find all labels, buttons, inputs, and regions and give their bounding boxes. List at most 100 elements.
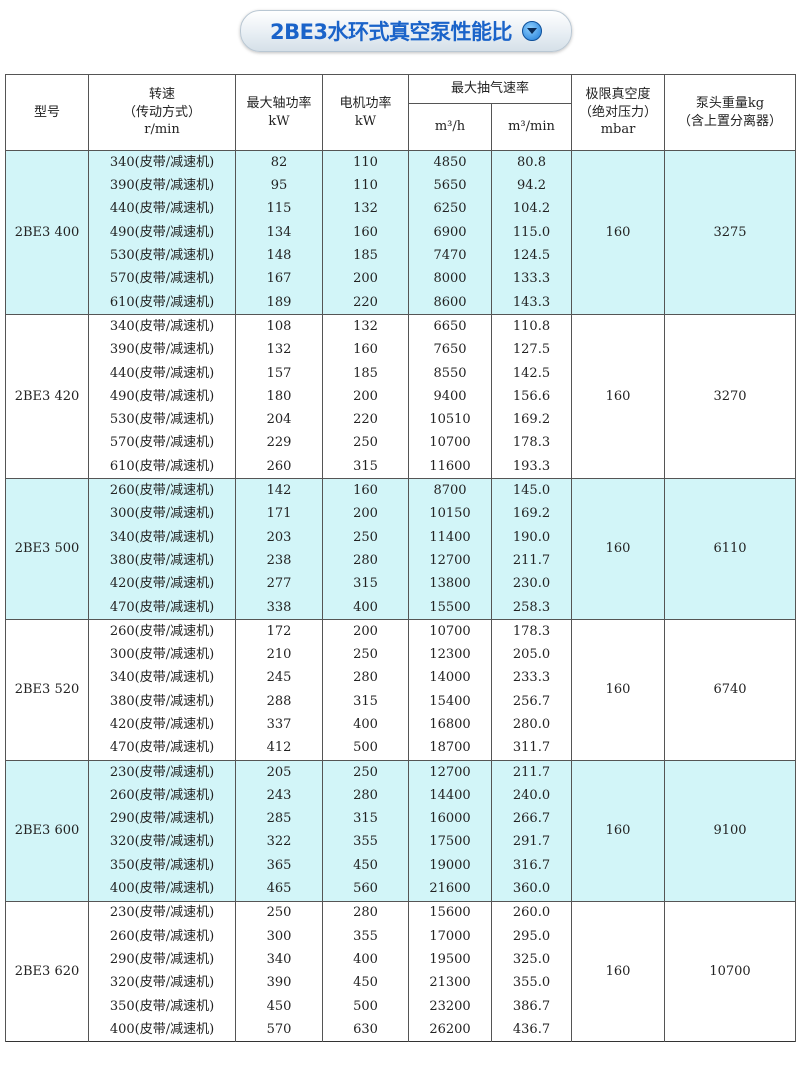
motor-power-cell: 400 bbox=[322, 713, 409, 737]
flow-m3min-cell: 115.0 bbox=[490, 220, 573, 245]
shaft-power-cell: 288 bbox=[235, 689, 323, 714]
flow-m3min-cell: 295.0 bbox=[490, 924, 573, 949]
flow-m3h-cell: 10700 bbox=[408, 431, 492, 455]
flow-m3h-cell: 17500 bbox=[408, 830, 492, 854]
speed-cell: 260(皮带/减速机) bbox=[88, 924, 236, 949]
shaft-power-cell: 108 bbox=[235, 314, 323, 339]
speed-cell: 290(皮带/减速机) bbox=[88, 948, 236, 972]
speed-cell: 260(皮带/减速机) bbox=[88, 478, 236, 503]
table-row: 2BE3 420 340(皮带/减速机) 108 132 6650 110.8 160 327… bbox=[5, 314, 797, 479]
speed-cell: 490(皮带/减速机) bbox=[88, 220, 236, 245]
flow-m3h-cell: 16800 bbox=[408, 713, 492, 737]
speed-cell: 340(皮带/减速机) bbox=[88, 150, 236, 175]
flow-m3min-cell: 133.3 bbox=[490, 267, 573, 291]
flow-m3min-cell: 211.7 bbox=[490, 759, 573, 785]
shaft-power-cell: 157 bbox=[235, 361, 323, 385]
table-row: 340(皮带/减速机) 245 280 14000 233.3 bbox=[6, 666, 796, 690]
motor-power-cell: 160 bbox=[322, 338, 409, 362]
flow-m3h-cell: 23200 bbox=[408, 994, 492, 1018]
table-row: 490(皮带/减速机) 134 160 6900 115.0 bbox=[6, 220, 796, 245]
flow-m3min-cell: 256.7 bbox=[490, 689, 573, 714]
speed-cell: 400(皮带/减速机) bbox=[88, 1017, 236, 1042]
flow-m3h-cell: 17000 bbox=[408, 924, 492, 949]
shaft-power-cell: 322 bbox=[235, 830, 323, 854]
weight-cell: 3270 bbox=[664, 314, 797, 479]
shaft-power-cell: 132 bbox=[235, 338, 323, 362]
motor-power-cell: 200 bbox=[322, 618, 409, 644]
speed-cell: 380(皮带/减速机) bbox=[88, 549, 236, 573]
flow-m3h-cell: 4850 bbox=[408, 150, 492, 175]
motor-power-cell: 315 bbox=[322, 572, 409, 596]
flow-m3min-cell: 142.5 bbox=[490, 361, 573, 385]
speed-cell: 440(皮带/减速机) bbox=[88, 197, 236, 221]
flow-m3min-cell: 258.3 bbox=[490, 595, 573, 620]
shaft-power-cell: 277 bbox=[235, 572, 323, 596]
speed-cell: 350(皮带/减速机) bbox=[88, 853, 236, 878]
shaft-power-cell: 172 bbox=[235, 618, 323, 644]
table-row: 290(皮带/减速机) 285 315 16000 266.7 bbox=[6, 807, 796, 831]
speed-cell: 230(皮带/减速机) bbox=[88, 900, 236, 925]
flow-m3h-cell: 5650 bbox=[408, 174, 492, 198]
motor-power-cell: 132 bbox=[322, 197, 409, 221]
shaft-power-cell: 390 bbox=[235, 971, 323, 995]
speed-cell: 320(皮带/减速机) bbox=[88, 971, 236, 995]
table-row: 320(皮带/减速机) 322 355 17500 291.7 bbox=[6, 830, 796, 854]
motor-power-cell: 500 bbox=[322, 994, 409, 1018]
model-cell: 2BE3 500 bbox=[5, 478, 89, 620]
flow-m3min-cell: 80.8 bbox=[490, 150, 573, 175]
flow-m3min-cell: 156.6 bbox=[490, 384, 573, 409]
flow-m3min-cell: 143.3 bbox=[490, 290, 573, 315]
shaft-power-cell: 340 bbox=[235, 948, 323, 972]
flow-m3min-cell: 260.0 bbox=[490, 900, 573, 925]
motor-power-cell: 355 bbox=[322, 924, 409, 949]
flow-m3h-cell: 7470 bbox=[408, 244, 492, 268]
shaft-power-cell: 450 bbox=[235, 994, 323, 1018]
motor-power-cell: 160 bbox=[322, 220, 409, 245]
speed-cell: 390(皮带/减速机) bbox=[88, 174, 236, 198]
speed-cell: 420(皮带/减速机) bbox=[88, 713, 236, 737]
flow-m3min-cell: 280.0 bbox=[490, 713, 573, 737]
flow-m3h-cell: 6250 bbox=[408, 197, 492, 221]
shaft-power-cell: 171 bbox=[235, 502, 323, 526]
shaft-power-cell: 204 bbox=[235, 408, 323, 432]
flow-m3h-cell: 21300 bbox=[408, 971, 492, 995]
header-model: 型号 bbox=[5, 74, 89, 151]
flow-m3min-cell: 311.7 bbox=[490, 736, 573, 761]
motor-power-cell: 450 bbox=[322, 853, 409, 878]
model-cell: 2BE3 600 bbox=[5, 759, 89, 901]
speed-cell: 300(皮带/减速机) bbox=[88, 502, 236, 526]
table-row: 2BE3 600 230(皮带/减速机) 205 250 12700 211.7 160 91… bbox=[5, 759, 797, 901]
weight-cell: 6740 bbox=[664, 618, 797, 761]
header-pump-weight: 泵头重量kg （含上置分离器） bbox=[664, 74, 797, 151]
table-row: 570(皮带/减速机) 167 200 8000 133.3 bbox=[6, 267, 796, 291]
shaft-power-cell: 203 bbox=[235, 525, 323, 550]
model-cell: 2BE3 520 bbox=[5, 618, 89, 761]
dropdown-circle-icon[interactable] bbox=[522, 21, 543, 41]
flow-m3min-cell: 233.3 bbox=[490, 666, 573, 690]
motor-power-cell: 250 bbox=[322, 525, 409, 550]
shaft-power-cell: 205 bbox=[235, 759, 323, 785]
motor-power-cell: 630 bbox=[322, 1017, 409, 1042]
motor-power-cell: 220 bbox=[322, 408, 409, 432]
flow-m3min-cell: 325.0 bbox=[490, 948, 573, 972]
motor-power-cell: 250 bbox=[322, 759, 409, 785]
speed-cell: 230(皮带/减速机) bbox=[88, 759, 236, 785]
motor-power-cell: 200 bbox=[322, 502, 409, 526]
table-row: 260(皮带/减速机) 300 355 17000 295.0 bbox=[6, 924, 796, 949]
flow-m3min-cell: 145.0 bbox=[490, 478, 573, 503]
header-motor-power: 电机功率 kW bbox=[322, 74, 409, 151]
shaft-power-cell: 245 bbox=[235, 666, 323, 690]
motor-power-cell: 160 bbox=[322, 478, 409, 503]
motor-power-cell: 185 bbox=[322, 244, 409, 268]
performance-table: 型号 转速 （传动方式） r/min 最大轴功率 kW 电机功率 kW 最大抽气速率 极… bbox=[5, 74, 797, 1043]
table-row: 490(皮带/减速机) 180 200 9400 156.6 bbox=[6, 384, 796, 409]
speed-cell: 300(皮带/减速机) bbox=[88, 643, 236, 667]
speed-cell: 340(皮带/减速机) bbox=[88, 525, 236, 550]
flow-m3h-cell: 6900 bbox=[408, 220, 492, 245]
vacuum-cell: 160 bbox=[571, 759, 666, 901]
motor-power-cell: 132 bbox=[322, 314, 409, 339]
shaft-power-cell: 260 bbox=[235, 454, 323, 479]
shaft-power-cell: 210 bbox=[235, 643, 323, 667]
speed-cell: 570(皮带/减速机) bbox=[88, 431, 236, 455]
flow-m3min-cell: 169.2 bbox=[490, 502, 573, 526]
